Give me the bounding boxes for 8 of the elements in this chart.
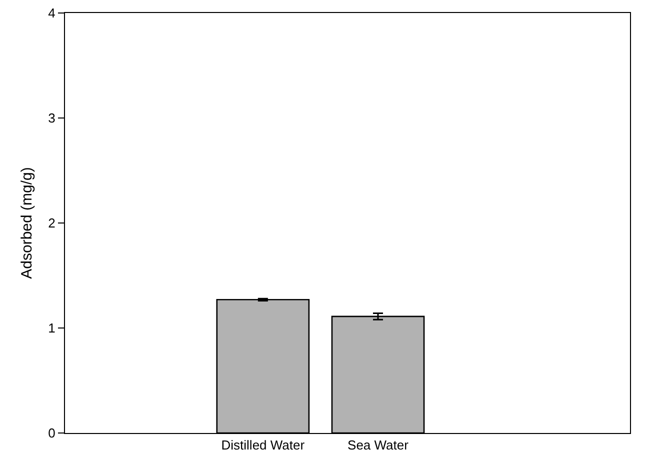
y-tick-label: 1	[48, 320, 56, 336]
y-tick-label: 3	[48, 110, 56, 126]
x-tick-label: Sea Water	[348, 438, 410, 453]
y-tick-label: 2	[48, 216, 56, 231]
y-tick-label: 4	[48, 6, 56, 21]
y-tick-label: 0	[48, 426, 56, 441]
x-tick-label: Distilled Water	[221, 438, 306, 453]
y-axis-title: Adsorbed (mg/g)	[18, 167, 36, 279]
